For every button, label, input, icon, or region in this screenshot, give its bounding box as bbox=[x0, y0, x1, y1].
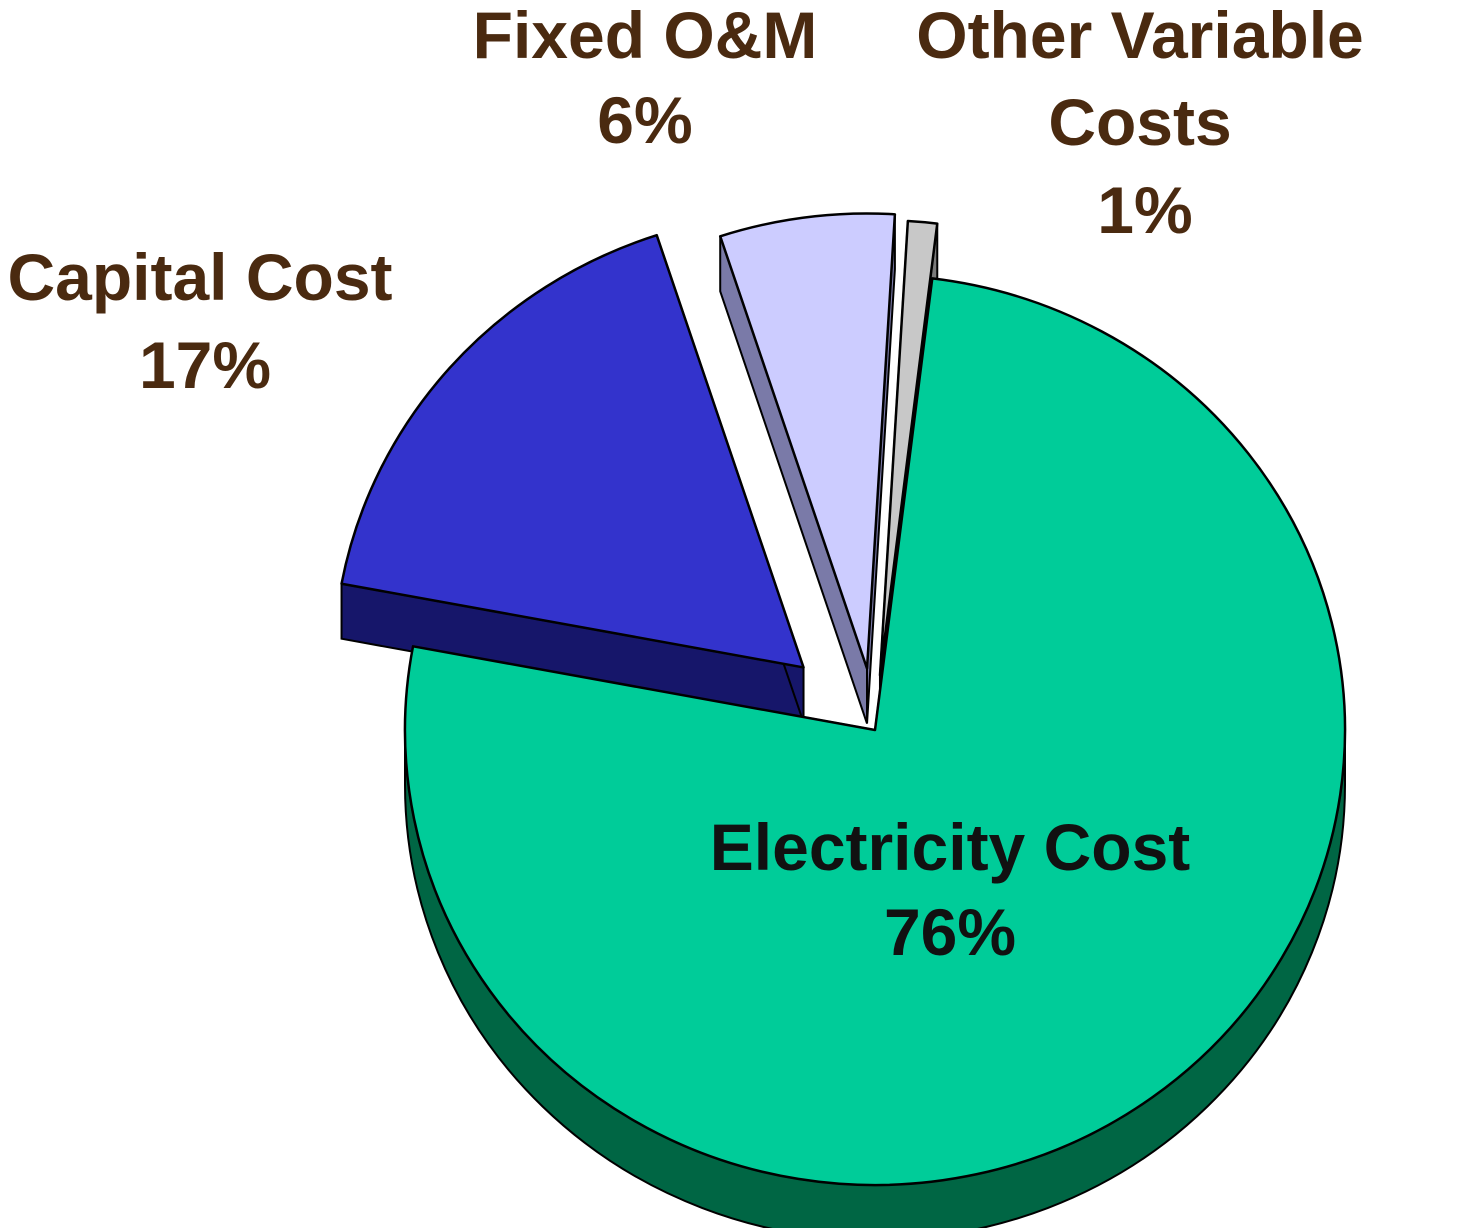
slice-label-fixed-o-m: Fixed O&M bbox=[473, 0, 818, 72]
slice-other-variable-costs bbox=[878, 219, 939, 677]
slice-electricity-cost bbox=[403, 277, 1347, 1187]
pie-slices bbox=[340, 212, 1347, 1187]
slice-value-capital-cost: 17% bbox=[139, 328, 271, 402]
slice-label-capital-cost: Capital Cost bbox=[7, 240, 392, 314]
slice-label-other-variable-costs-line-2: Costs bbox=[1048, 85, 1231, 159]
slice-capital-cost bbox=[340, 233, 805, 669]
slice-labels: Electricity Cost 76% Capital Cost 17% Fixed … bbox=[7, 0, 1363, 969]
slice-label-electricity-cost: Electricity Cost bbox=[710, 810, 1191, 884]
slice-fixed-o-m bbox=[718, 212, 897, 670]
slice-value-other-variable-costs: 1% bbox=[1097, 173, 1192, 247]
slice-label-other-variable-costs-line-1: Other Variable bbox=[916, 0, 1364, 72]
slice-value-fixed-o-m: 6% bbox=[597, 83, 692, 157]
slice-value-electricity-cost: 76% bbox=[884, 895, 1016, 969]
